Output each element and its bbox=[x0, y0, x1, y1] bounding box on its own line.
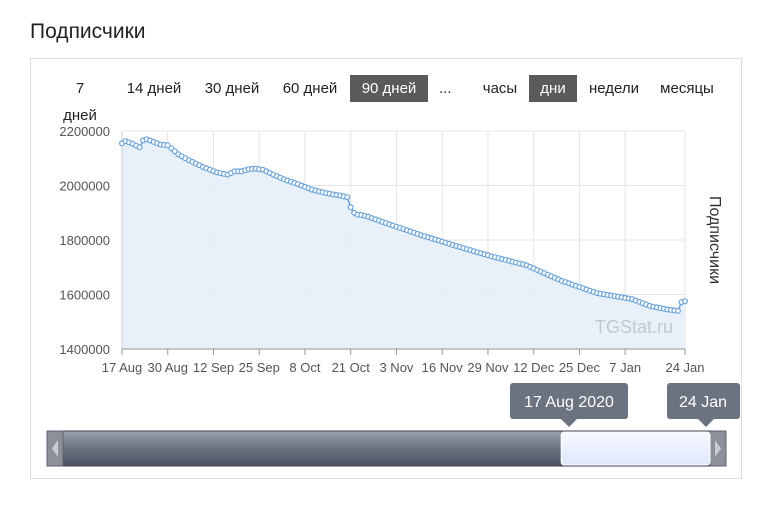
x-tick-label: 3 Nov bbox=[379, 360, 413, 375]
y-tick-label: 1800000 bbox=[59, 233, 110, 248]
data-point bbox=[136, 144, 143, 151]
granularity-days-button[interactable]: дни bbox=[529, 75, 577, 102]
data-point bbox=[347, 204, 354, 211]
x-tick-label: 24 Jan bbox=[665, 360, 704, 375]
granularity-weeks-button[interactable]: недели bbox=[588, 80, 640, 97]
x-tick-label: 29 Nov bbox=[467, 360, 509, 375]
data-point bbox=[674, 307, 681, 314]
x-tick-label: 25 Dec bbox=[559, 360, 601, 375]
chevron-right-icon bbox=[715, 440, 721, 457]
series-area bbox=[122, 139, 685, 349]
y-axis-label: Подписчики bbox=[706, 196, 723, 284]
range-14-days-button[interactable]: 14 дней bbox=[126, 80, 182, 97]
x-tick-label: 12 Dec bbox=[513, 360, 555, 375]
watermark: TGStat.ru bbox=[595, 317, 673, 337]
x-tick-label: 8 Oct bbox=[289, 360, 320, 375]
x-tick-label: 25 Sep bbox=[239, 360, 280, 375]
data-point bbox=[681, 298, 688, 305]
range-90-days-button[interactable]: 90 дней bbox=[350, 75, 428, 102]
y-tick-label: 1600000 bbox=[59, 288, 110, 303]
navigator bbox=[46, 430, 727, 467]
data-point bbox=[344, 194, 351, 201]
chevron-left-icon bbox=[52, 440, 58, 457]
granularity-hours-button[interactable]: часы bbox=[482, 80, 518, 97]
range-60-days-button[interactable]: 60 дней bbox=[282, 80, 338, 97]
y-tick-label: 2000000 bbox=[59, 179, 110, 194]
x-tick-label: 7 Jan bbox=[609, 360, 641, 375]
x-tick-label: 21 Oct bbox=[332, 360, 371, 375]
range-more-button[interactable]: ... bbox=[439, 80, 452, 97]
x-tick-label: 12 Sep bbox=[193, 360, 234, 375]
x-tick-label: 17 Aug bbox=[102, 360, 143, 375]
page-title: Подписчики bbox=[30, 20, 146, 43]
navigator-end-label: 24 Jan bbox=[679, 394, 727, 411]
navigator-start-tooltip: 17 Aug 2020 bbox=[510, 383, 628, 427]
navigator-selection[interactable] bbox=[560, 431, 711, 466]
x-tick-label: 30 Aug bbox=[147, 360, 188, 375]
range-7-days-button[interactable]: 7 дней bbox=[63, 80, 97, 124]
y-tick-label: 1400000 bbox=[59, 342, 110, 357]
y-tick-label: 2200000 bbox=[59, 124, 110, 139]
navigator-start-label: 17 Aug 2020 bbox=[524, 394, 614, 411]
x-tick-label: 16 Nov bbox=[422, 360, 464, 375]
navigator-end-tooltip: 24 Jan bbox=[667, 383, 740, 427]
granularity-months-button[interactable]: месяцы bbox=[660, 80, 714, 97]
range-30-days-button[interactable]: 30 дней bbox=[204, 80, 260, 97]
